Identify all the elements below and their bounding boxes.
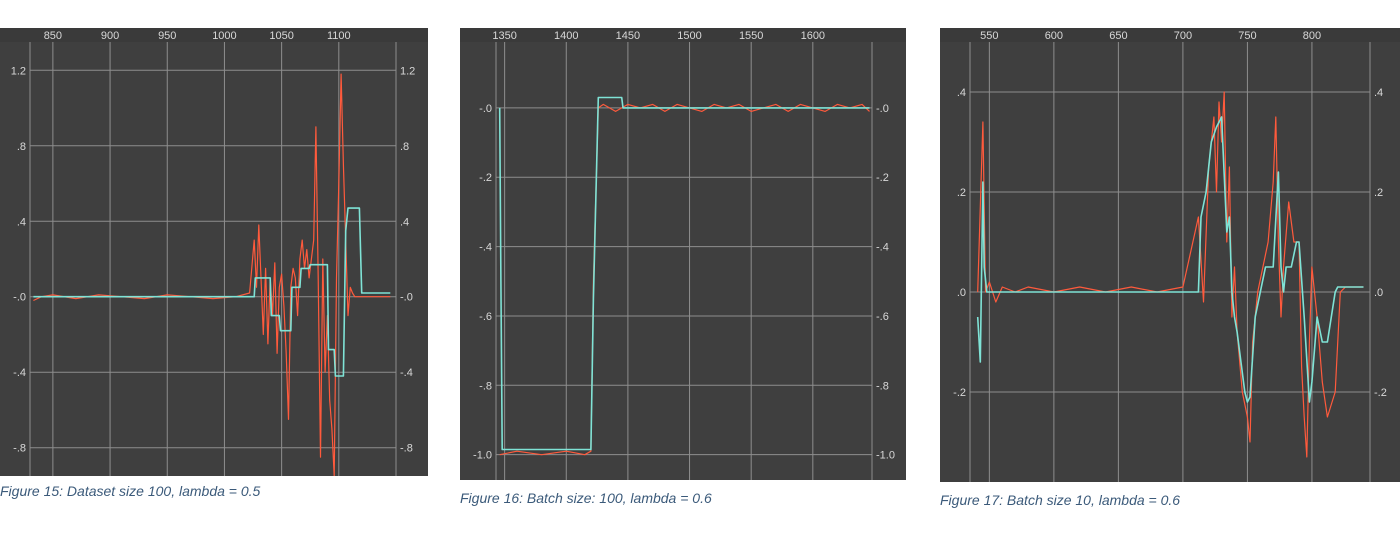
y-tick-label-right: 1.2 [400, 65, 415, 77]
chart-svg: 850 900 950 1000 1050 1100 1.2 1.2 .8 .8 .4 .4 -.0 -.… [0, 28, 428, 476]
y-tick-label-right: -.4 [400, 367, 413, 379]
x-tick-label: 700 [1174, 30, 1192, 42]
y-tick-label-left: .4 [17, 216, 26, 228]
x-tick-label: 1100 [327, 30, 351, 42]
chart-background [0, 28, 428, 476]
x-tick-label: 900 [101, 30, 119, 42]
y-tick-label-right: .8 [400, 141, 409, 153]
y-tick-label-left: .8 [17, 141, 26, 153]
caption-figure-15: Figure 15: Dataset size 100, lambda = 0.… [0, 483, 261, 499]
y-tick-label-right: .4 [400, 216, 409, 228]
y-tick-label-left: -.2 [479, 172, 492, 184]
y-tick-label-left: .4 [957, 87, 966, 99]
y-tick-label-right: -.4 [876, 242, 889, 254]
y-tick-label-right: -.2 [1374, 387, 1387, 399]
x-tick-label: 1450 [616, 30, 640, 42]
x-tick-label: 800 [1303, 30, 1321, 42]
chart-background [460, 28, 906, 480]
chart-svg: 1350 1400 1450 1500 1550 1600 -.0 -.0 -.2 -.2 -.4 -… [460, 28, 906, 480]
x-tick-label: 750 [1238, 30, 1256, 42]
y-tick-label-right: -.8 [876, 380, 889, 392]
chart-figure-15: 850 900 950 1000 1050 1100 1.2 1.2 .8 .8 .4 .4 -.0 -.… [0, 28, 428, 476]
chart-svg: 550 600 650 700 750 800 .4 .4 .2 .2 .0 .0 -.2 -.2 [940, 28, 1400, 482]
x-axis-strip [940, 28, 1400, 42]
x-axis-strip [460, 28, 906, 42]
y-tick-label-left: .0 [957, 287, 966, 299]
y-tick-label-left: -.2 [953, 387, 966, 399]
y-tick-label-right: .2 [1374, 187, 1383, 199]
y-tick-label-left: -.4 [479, 242, 492, 254]
y-tick-label-right: .4 [1374, 87, 1383, 99]
y-tick-label-right: .0 [1374, 287, 1383, 299]
y-tick-label-left: -.4 [13, 367, 26, 379]
y-tick-label-left: -1.0 [473, 450, 492, 462]
x-tick-label: 1550 [739, 30, 763, 42]
chart-figure-16: 1350 1400 1450 1500 1550 1600 -.0 -.0 -.2 -.2 -.4 -… [460, 28, 906, 480]
y-tick-label-left: 1.2 [11, 65, 26, 77]
y-tick-label-right: -.0 [876, 103, 889, 115]
x-tick-label: 950 [158, 30, 176, 42]
x-tick-label: 1350 [492, 30, 516, 42]
x-tick-label: 1600 [801, 30, 825, 42]
y-tick-label-left: -.8 [479, 380, 492, 392]
y-tick-label-left: .2 [957, 187, 966, 199]
x-tick-label: 1500 [677, 30, 701, 42]
y-tick-label-left: -.8 [13, 443, 26, 455]
x-tick-label: 1000 [212, 30, 236, 42]
y-tick-label-right: -.6 [876, 311, 889, 323]
x-tick-label: 1400 [554, 30, 578, 42]
x-tick-label: 1050 [269, 30, 293, 42]
y-tick-label-right: -1.0 [876, 450, 895, 462]
series-line-raw [977, 91, 1364, 458]
caption-figure-17: Figure 17: Batch size 10, lambda = 0.6 [940, 492, 1181, 508]
y-tick-label-left: -.0 [13, 292, 26, 304]
x-tick-label: 550 [980, 30, 998, 42]
y-tick-label-right: -.2 [876, 172, 889, 184]
chart-background [940, 28, 1400, 482]
x-tick-label: 600 [1045, 30, 1063, 42]
y-tick-label-right: -.8 [400, 443, 413, 455]
y-tick-label-right: -.0 [400, 292, 413, 304]
x-tick-label: 650 [1109, 30, 1127, 42]
x-axis-strip [0, 28, 428, 42]
x-tick-label: 850 [44, 30, 62, 42]
chart-figure-17: 550 600 650 700 750 800 .4 .4 .2 .2 .0 .0 -.2 -.2 [940, 28, 1400, 482]
y-tick-label-left: -.6 [479, 311, 492, 323]
series-line-raw [33, 73, 391, 476]
series-line-smoothed [498, 96, 870, 451]
y-tick-label-left: -.0 [479, 103, 492, 115]
series-line-smoothed [976, 116, 1364, 403]
series-line-smoothed [33, 207, 391, 377]
caption-figure-16: Figure 16: Batch size: 100, lambda = 0.6 [460, 490, 712, 506]
